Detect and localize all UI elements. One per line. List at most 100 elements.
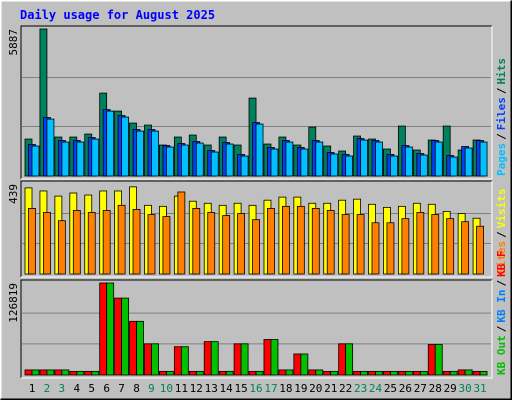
panel-border <box>20 279 492 378</box>
bar <box>46 118 55 177</box>
bar <box>255 370 264 376</box>
bar <box>270 339 279 376</box>
bar <box>464 369 473 376</box>
bar <box>401 218 410 275</box>
legend-entry: Hits <box>495 58 508 85</box>
bar <box>323 370 332 376</box>
bar <box>177 191 186 275</box>
bar <box>69 370 78 376</box>
legend-separator: / <box>495 325 508 332</box>
x-tick-label: 9 <box>148 382 155 395</box>
bar <box>472 370 481 376</box>
bar <box>296 205 305 275</box>
bar <box>166 146 174 177</box>
bar <box>427 344 436 376</box>
bar <box>136 320 144 376</box>
bar <box>457 369 466 376</box>
x-tick-label: 7 <box>118 382 125 395</box>
bar <box>46 369 55 376</box>
bar <box>114 297 123 376</box>
bar <box>54 369 63 376</box>
bar <box>252 219 260 275</box>
bar <box>263 339 272 376</box>
bar <box>106 110 115 177</box>
bar <box>147 214 156 275</box>
bar <box>61 369 70 376</box>
x-tick-label: 6 <box>103 382 110 395</box>
bar <box>76 141 85 177</box>
bar <box>375 141 383 177</box>
x-tick-label: 2 <box>44 382 51 395</box>
bar <box>39 369 48 376</box>
bar <box>345 155 354 177</box>
bar <box>464 147 473 177</box>
bar <box>61 141 70 177</box>
x-tick-label: 21 <box>324 382 337 395</box>
x-tick-label: 12 <box>190 382 203 395</box>
bar <box>282 205 290 275</box>
bar <box>180 346 189 376</box>
bar <box>419 154 428 177</box>
bar <box>99 282 108 376</box>
bar <box>102 210 111 275</box>
bar <box>390 370 398 376</box>
bar <box>91 370 100 376</box>
panel-border <box>20 180 492 277</box>
bar <box>91 138 100 177</box>
bar <box>255 123 264 177</box>
bar <box>360 370 368 376</box>
bar <box>144 343 152 376</box>
bar <box>285 369 294 376</box>
bar <box>431 214 440 275</box>
bar <box>442 370 451 376</box>
x-tick-label: 5 <box>88 382 95 395</box>
bar <box>416 212 425 275</box>
bar <box>330 153 339 177</box>
bar <box>446 218 455 275</box>
chart-title: Daily usage for August 2025 <box>20 8 215 22</box>
x-tick-label: 27 <box>414 382 427 395</box>
x-tick-label: 3 <box>59 382 66 395</box>
bar <box>412 370 421 376</box>
legend-separator: / <box>495 87 508 94</box>
bar <box>195 370 204 376</box>
bar <box>397 370 406 376</box>
bar <box>375 370 383 376</box>
x-tick-label: 16 <box>249 382 262 395</box>
x-tick-label: 28 <box>429 382 442 395</box>
legend-entry: Pages <box>495 143 508 176</box>
bar <box>476 225 484 275</box>
bar <box>210 341 219 376</box>
x-tick-label: 19 <box>294 382 307 395</box>
bar <box>210 151 219 177</box>
x-tick-label: 20 <box>309 382 322 395</box>
bar <box>311 207 320 275</box>
legend-entry: Files <box>495 97 508 130</box>
bar <box>222 215 231 275</box>
bar <box>270 148 279 177</box>
x-tick-label: 23 <box>354 382 367 395</box>
panel-border <box>21 26 493 180</box>
bar <box>233 343 242 376</box>
bar <box>159 370 167 376</box>
bar <box>341 214 350 275</box>
x-tick-label: 25 <box>384 382 397 395</box>
bar <box>180 144 189 177</box>
bar <box>326 210 335 275</box>
bar <box>449 156 458 177</box>
x-tick-label: 17 <box>264 382 277 395</box>
bar <box>345 343 354 376</box>
bar <box>57 220 66 275</box>
bar <box>192 207 201 275</box>
x-tick-label: 31 <box>473 382 486 395</box>
bar <box>449 370 458 376</box>
bar <box>461 221 470 275</box>
bar <box>203 341 212 376</box>
x-tick-label: 1 <box>29 382 36 395</box>
x-tick-label: 15 <box>234 382 247 395</box>
bar <box>248 370 257 376</box>
bar <box>117 204 126 275</box>
x-tick-label: 14 <box>220 382 234 395</box>
bar <box>330 370 339 376</box>
